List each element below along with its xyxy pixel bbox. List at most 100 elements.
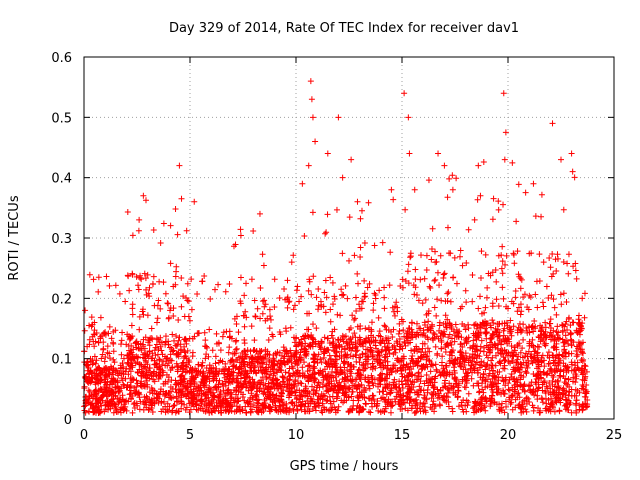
data-point [312,404,319,411]
data-point [581,314,588,321]
data-point [443,393,450,400]
data-point [254,404,261,411]
data-point [176,334,183,341]
data-point [574,329,581,336]
data-point [440,271,447,278]
y-tick-label: 0.4 [51,172,72,187]
data-point [400,318,407,325]
data-point [559,329,566,336]
data-point [429,382,436,389]
data-point [313,325,320,332]
data-point [339,250,346,257]
data-point [568,150,575,157]
data-point [158,339,165,346]
data-point [575,312,582,319]
data-point [263,361,270,368]
data-point [327,306,334,313]
data-point [243,314,250,321]
data-point [574,364,581,371]
data-point [105,370,112,377]
data-point [182,406,189,413]
data-point [341,364,348,371]
data-point [149,409,156,416]
data-point [528,379,535,386]
data-point [409,334,416,341]
data-point [162,403,169,410]
data-point [372,295,379,302]
data-point [148,334,155,341]
data-point [314,396,321,403]
data-point [392,303,399,310]
data-point [429,391,436,398]
data-point [550,391,557,398]
data-point [151,378,158,385]
data-point [473,408,480,415]
data-point [561,323,568,330]
data-point [325,380,332,387]
data-point [459,320,466,327]
data-point [281,286,288,293]
data-point [169,348,176,355]
data-point [480,370,487,377]
data-point [405,381,412,388]
data-point [485,372,492,379]
data-point [85,379,92,386]
data-point [304,326,311,333]
data-point [470,405,477,412]
data-point [307,78,314,85]
data-point [543,383,550,390]
data-point [291,302,298,309]
data-point [283,383,290,390]
data-point [556,351,563,358]
data-point [225,408,232,415]
data-point [539,299,546,306]
data-point [409,371,416,378]
data-point [560,206,567,213]
data-point [444,290,451,297]
data-point [546,380,553,387]
data-point [233,320,240,327]
data-point [532,291,539,298]
data-point [85,399,92,406]
data-point [117,396,124,403]
data-point [321,366,328,373]
data-point [384,353,391,360]
data-point [469,358,476,365]
data-point [233,313,240,320]
data-point [405,261,412,268]
data-point [406,150,413,157]
data-point [136,216,143,223]
data-point [287,349,294,356]
data-point [342,374,349,381]
data-point [369,403,376,410]
data-point [357,215,364,222]
data-point [301,232,308,239]
data-point [183,385,190,392]
data-point [145,290,152,297]
data-point [301,359,308,366]
data-point [320,349,327,356]
data-point [232,338,239,345]
data-point [480,348,487,355]
data-point [140,365,147,372]
data-point [469,369,476,376]
data-point [483,352,490,359]
data-point [551,304,558,311]
data-point [549,250,556,257]
data-point [546,254,553,261]
data-point [116,385,123,392]
data-point [133,338,140,345]
data-point [473,325,480,332]
data-point [305,162,312,169]
data-point [243,370,250,377]
data-point [126,287,133,294]
data-point [241,374,248,381]
data-point [108,375,115,382]
data-point [555,384,562,391]
data-point [499,284,506,291]
data-point [114,378,121,385]
data-point [517,405,524,412]
data-point [167,260,174,267]
data-point [547,365,554,372]
data-point [182,363,189,370]
